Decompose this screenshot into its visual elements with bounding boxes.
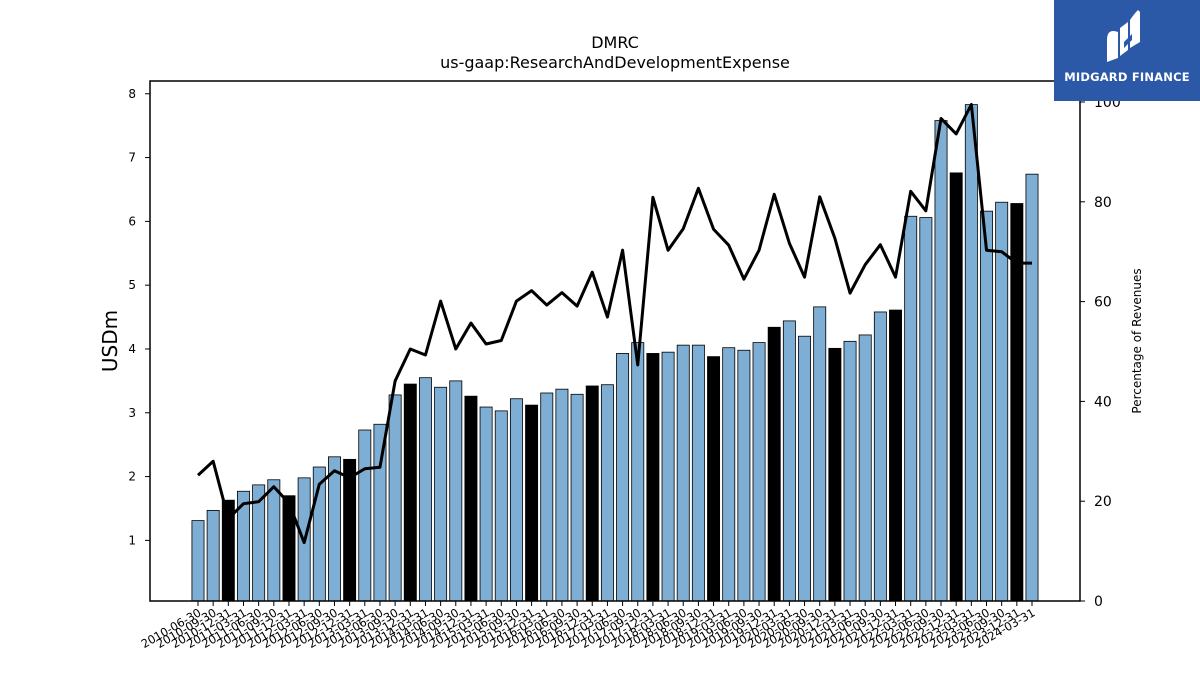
bar [843,340,857,602]
y-tick-label: 7 [128,151,136,165]
bar [191,520,205,602]
midgard-logo-icon [1107,10,1140,62]
y-axis-label: USDm [98,310,122,372]
bar [631,342,645,602]
bar [737,349,751,602]
y-tick-label: 8 [128,87,136,101]
bar [889,309,902,602]
percentage-line [196,103,1032,545]
bar [403,383,417,602]
bar [782,320,796,602]
plot-frame [149,80,1081,602]
bar [555,388,569,602]
bar [722,347,736,602]
bar [980,210,993,602]
bar [1025,173,1039,602]
bar [600,384,614,602]
bar [828,347,842,602]
bar-series [191,104,1039,602]
bar [570,393,584,602]
y-tick-label: 5 [128,278,136,292]
y2-tick-label: 0 [1094,594,1103,610]
bar [540,392,554,602]
line-series [196,103,1032,545]
bar [206,509,220,602]
bar [949,172,963,602]
bar [646,353,660,602]
bar [449,380,463,602]
y-axis-left: 1 2 3 4 5 6 7 8 [128,87,150,547]
bar [418,377,432,602]
y2-tick-label: 20 [1094,494,1112,510]
y-tick-label: 1 [128,533,136,547]
bar [358,429,372,602]
bar [676,344,690,602]
y-tick-label: 6 [128,214,136,228]
y2-tick-label: 80 [1094,195,1112,211]
bar [616,353,630,602]
bar [752,342,766,602]
chart-title: DMRC [591,33,639,52]
y2-axis-label: Percentage of Revenues [1130,268,1144,413]
bar [707,356,721,602]
brand-name: MIDGARD FINANCE [1064,70,1190,84]
bar [873,311,887,602]
bar [479,406,493,602]
bar [509,398,523,602]
bar [388,394,402,602]
bar [813,306,827,602]
brand-logo: MIDGARD FINANCE [1054,0,1200,101]
bar [267,479,281,602]
y-tick-label: 2 [128,470,136,484]
bar [494,410,508,602]
bar [995,201,1009,602]
bar [904,215,918,602]
bar [691,344,705,602]
bar [464,395,478,602]
bar [858,334,872,602]
bar [964,104,978,602]
bar [798,335,812,602]
bar [343,458,357,602]
bar [328,456,341,602]
bar [767,326,781,602]
y2-tick-label: 40 [1094,394,1112,410]
bar [919,217,933,602]
bar [434,386,448,602]
bar [525,404,539,602]
y-tick-label: 4 [128,342,136,356]
bar [661,351,675,602]
bar [934,120,948,602]
chart-subtitle: us-gaap:ResearchAndDevelopmentExpense [440,53,790,72]
y-tick-label: 3 [128,406,136,420]
x-axis: 2010-06-302010-09-302010-12-312011-03-31… [139,601,1038,651]
bar [585,385,599,602]
y2-tick-label: 60 [1094,295,1112,311]
